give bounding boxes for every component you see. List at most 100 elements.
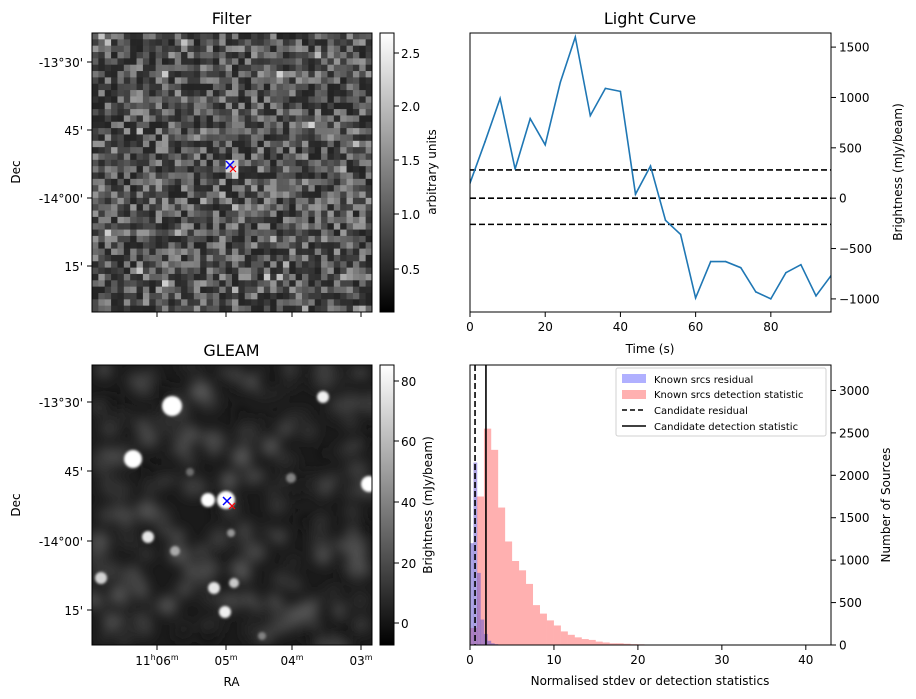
gleam-axes-frame [91, 364, 373, 646]
light-curve-point [544, 144, 546, 146]
light-curve-xtick-label: 80 [763, 320, 778, 334]
histogram-bar-residual [473, 462, 478, 645]
histogram-bar-detection [539, 613, 547, 645]
histogram-bar-detection [588, 639, 596, 645]
legend-frame [615, 367, 827, 437]
filter-cbar-tick: 1.0 [401, 208, 420, 222]
histogram-ytick-label: 2500 [839, 426, 870, 440]
histogram-ytick-label: 3000 [839, 384, 870, 398]
filter-colorbar: 0.5 1.0 1.5 2.0 2.5 arbitrary units [379, 32, 439, 313]
light-curve-point [800, 263, 802, 266]
light-curve-title: Light Curve [604, 9, 696, 28]
light-curve-point [724, 260, 727, 263]
histogram-xtick-label: 40 [798, 653, 813, 667]
light-curve-ylabel: Brightness (mJy/beam) [891, 103, 905, 241]
light-curve-point [484, 141, 486, 143]
histogram-ylabel: Number of Sources [879, 448, 893, 563]
histogram-bar-detection [490, 449, 499, 645]
light-curve-point [815, 295, 817, 297]
gleam-colorbar-gradient [379, 364, 395, 646]
histogram-ytick-label: 0 [839, 639, 847, 653]
light-curve-point [664, 219, 667, 222]
light-curve-panel: Light Curve 0 20 40 60 80 1500 1000 500 0 −500 −1… [466, 9, 905, 356]
gleam-ytick-label: -13°30' [39, 396, 83, 410]
light-curve-point [649, 165, 652, 167]
histogram-xtick-label: 10 [546, 653, 561, 667]
histogram-bar-detection [595, 641, 603, 645]
gleam-xticks: 11h06m 05m 04m 03m [135, 645, 373, 668]
light-curve-ytick-label: 1500 [839, 41, 870, 55]
gleam-cbar-tick: 20 [401, 557, 416, 571]
histogram-bar-detection [574, 637, 582, 645]
histogram-bar-detection [483, 428, 492, 645]
histogram-bar-residual [476, 572, 481, 645]
candidate-red-marker [228, 502, 236, 510]
gleam-yticks: -13°30' 45' -14°00' 15' [39, 396, 92, 618]
light-curve-points [470, 36, 831, 300]
light-curve-xlabel: Time (s) [625, 342, 675, 356]
histogram-bar-residual [487, 640, 492, 645]
gleam-cbar-tick: 80 [401, 375, 416, 389]
gleam-cbar-tick: 0 [401, 617, 409, 631]
histogram-bar-residual [470, 543, 474, 645]
histogram-bars [470, 428, 750, 645]
histogram-frame [469, 364, 832, 646]
filter-yticks: -13°30' 45' -14°00' 15' [39, 56, 92, 274]
histogram-legend: Known srcs residual Known srcs detection… [615, 367, 827, 437]
light-curve-point [755, 291, 757, 293]
histogram-yticks: 3000 2500 2000 1500 1000 500 0 [831, 384, 870, 653]
light-curve-point [574, 36, 577, 38]
histogram-xtick-label: 20 [630, 653, 645, 667]
histogram-ytick-label: 2000 [839, 469, 870, 483]
histogram-bar-residual [480, 619, 485, 645]
gleam-ytick-label: 15' [64, 604, 83, 618]
light-curve-point [740, 266, 742, 269]
gleam-image [92, 365, 372, 645]
gleam-xtick-label: 04m [280, 653, 303, 668]
filter-cbar-tick: 2.5 [401, 47, 420, 61]
histogram-xticks: 0 10 20 30 40 [466, 645, 813, 667]
gleam-cbar-label: Brightness (mJy/beam) [421, 436, 435, 574]
legend-label: Known srcs detection statistic [654, 390, 803, 401]
gleam-panel: GLEAM Dec -13°30' 45' -14°00' 15' 11h06m… [9, 341, 435, 689]
light-curve-ytick-label: 0 [839, 192, 847, 206]
filter-image [92, 33, 373, 313]
histogram-bar-residual [490, 643, 495, 645]
gleam-ylabel: Dec [9, 493, 23, 516]
legend-swatch-residual [622, 374, 646, 383]
histogram-ytick-label: 1500 [839, 511, 870, 525]
histogram-xtick-label: 0 [466, 653, 474, 667]
histogram-bar-detection [476, 496, 485, 645]
light-curve-point [529, 117, 531, 120]
filter-cbar-tick: 1.5 [401, 154, 420, 168]
light-curve-point [785, 271, 787, 274]
filter-cbar-tick: 2.0 [401, 100, 420, 114]
light-curve-frame [469, 32, 832, 313]
histogram-panel: 0 10 20 30 40 3000 2500 2000 1500 1000 500 0 Norma… [466, 364, 893, 688]
light-curve-point [634, 193, 637, 195]
gleam-xtick-label: 05m [214, 653, 237, 668]
histogram-bar-detection [560, 631, 568, 645]
light-curve-xtick-label: 60 [688, 320, 703, 334]
histogram-bar-detection [532, 605, 540, 645]
gleam-ytick-label: -14°00' [39, 535, 83, 549]
histogram-bar-detection [581, 639, 589, 645]
filter-title: Filter [212, 9, 252, 28]
histogram-xlabel: Normalised stdev or detection statistics [531, 674, 770, 688]
histogram-bar-detection [609, 643, 617, 645]
light-curve-point [604, 87, 607, 90]
light-curve-point [589, 114, 592, 117]
histogram-bar-detection [553, 625, 561, 645]
gleam-xtick-label: 03m [349, 653, 372, 668]
light-curve-point [709, 260, 712, 263]
light-curve-ytick-label: −500 [839, 242, 872, 256]
filter-colorbar-gradient [379, 32, 395, 313]
histogram-bar-detection [511, 561, 520, 645]
gleam-ytick-label: 45' [64, 465, 83, 479]
light-curve-point [559, 81, 562, 84]
gleam-cbar-tick: 40 [401, 496, 416, 510]
histogram-bar-detection [623, 643, 631, 645]
gleam-xlabel: RA [223, 675, 240, 689]
filter-cbar-tick: 0.5 [401, 263, 420, 277]
histogram-bar-detection [567, 634, 575, 645]
